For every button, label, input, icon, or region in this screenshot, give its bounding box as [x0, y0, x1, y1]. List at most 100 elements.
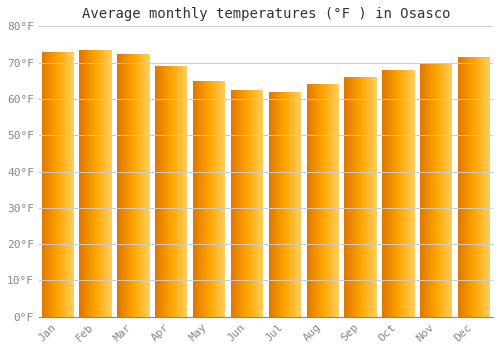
- Bar: [149, 54, 150, 317]
- Bar: [105, 50, 106, 317]
- Bar: [327, 84, 328, 317]
- Bar: [132, 54, 133, 317]
- Bar: [486, 57, 487, 317]
- Bar: [65, 52, 66, 317]
- Bar: [148, 54, 149, 317]
- Bar: [485, 57, 486, 317]
- Bar: [209, 81, 210, 317]
- Bar: [310, 84, 311, 317]
- Bar: [52, 52, 53, 317]
- Bar: [66, 52, 68, 317]
- Bar: [398, 70, 399, 317]
- Bar: [159, 66, 160, 317]
- Bar: [358, 77, 360, 317]
- Bar: [163, 66, 164, 317]
- Bar: [185, 66, 186, 317]
- Bar: [481, 57, 482, 317]
- Bar: [200, 81, 201, 317]
- Bar: [280, 92, 281, 317]
- Bar: [218, 81, 219, 317]
- Bar: [42, 52, 43, 317]
- Bar: [54, 52, 55, 317]
- Bar: [472, 57, 473, 317]
- Bar: [182, 66, 183, 317]
- Bar: [250, 90, 251, 317]
- Bar: [374, 77, 376, 317]
- Bar: [298, 92, 299, 317]
- Bar: [173, 66, 174, 317]
- Bar: [406, 70, 407, 317]
- Bar: [127, 54, 128, 317]
- Bar: [245, 90, 246, 317]
- Bar: [383, 70, 384, 317]
- Bar: [446, 63, 447, 317]
- Bar: [367, 77, 368, 317]
- Bar: [176, 66, 177, 317]
- Bar: [274, 92, 275, 317]
- Bar: [420, 63, 421, 317]
- Bar: [178, 66, 179, 317]
- Bar: [352, 77, 353, 317]
- Bar: [43, 52, 44, 317]
- Bar: [162, 66, 163, 317]
- Bar: [57, 52, 58, 317]
- Bar: [206, 81, 207, 317]
- Bar: [402, 70, 403, 317]
- Bar: [177, 66, 178, 317]
- Bar: [210, 81, 211, 317]
- Bar: [90, 50, 91, 317]
- Bar: [373, 77, 374, 317]
- Bar: [246, 90, 247, 317]
- Bar: [309, 84, 310, 317]
- Bar: [195, 81, 196, 317]
- Bar: [238, 90, 240, 317]
- Bar: [450, 63, 451, 317]
- Bar: [89, 50, 90, 317]
- Bar: [403, 70, 404, 317]
- Bar: [175, 66, 176, 317]
- Bar: [129, 54, 130, 317]
- Bar: [434, 63, 435, 317]
- Bar: [134, 54, 136, 317]
- Bar: [394, 70, 395, 317]
- Bar: [60, 52, 61, 317]
- Bar: [388, 70, 389, 317]
- Bar: [194, 81, 195, 317]
- Bar: [449, 63, 450, 317]
- Bar: [321, 84, 322, 317]
- Bar: [316, 84, 317, 317]
- Bar: [333, 84, 334, 317]
- Bar: [364, 77, 365, 317]
- Bar: [468, 57, 469, 317]
- Bar: [306, 84, 308, 317]
- Bar: [386, 70, 387, 317]
- Bar: [282, 92, 283, 317]
- Bar: [118, 54, 120, 317]
- Bar: [269, 92, 270, 317]
- Bar: [392, 70, 394, 317]
- Bar: [329, 84, 330, 317]
- Bar: [368, 77, 369, 317]
- Bar: [180, 66, 181, 317]
- Bar: [183, 66, 184, 317]
- Bar: [109, 50, 110, 317]
- Bar: [438, 63, 439, 317]
- Bar: [181, 66, 182, 317]
- Bar: [196, 81, 197, 317]
- Bar: [138, 54, 139, 317]
- Bar: [328, 84, 329, 317]
- Bar: [345, 77, 346, 317]
- Bar: [330, 84, 331, 317]
- Bar: [224, 81, 225, 317]
- Bar: [332, 84, 333, 317]
- Bar: [48, 52, 50, 317]
- Bar: [252, 90, 253, 317]
- Bar: [430, 63, 431, 317]
- Bar: [319, 84, 320, 317]
- Bar: [436, 63, 437, 317]
- Bar: [440, 63, 441, 317]
- Bar: [161, 66, 162, 317]
- Bar: [422, 63, 423, 317]
- Bar: [111, 50, 112, 317]
- Bar: [220, 81, 222, 317]
